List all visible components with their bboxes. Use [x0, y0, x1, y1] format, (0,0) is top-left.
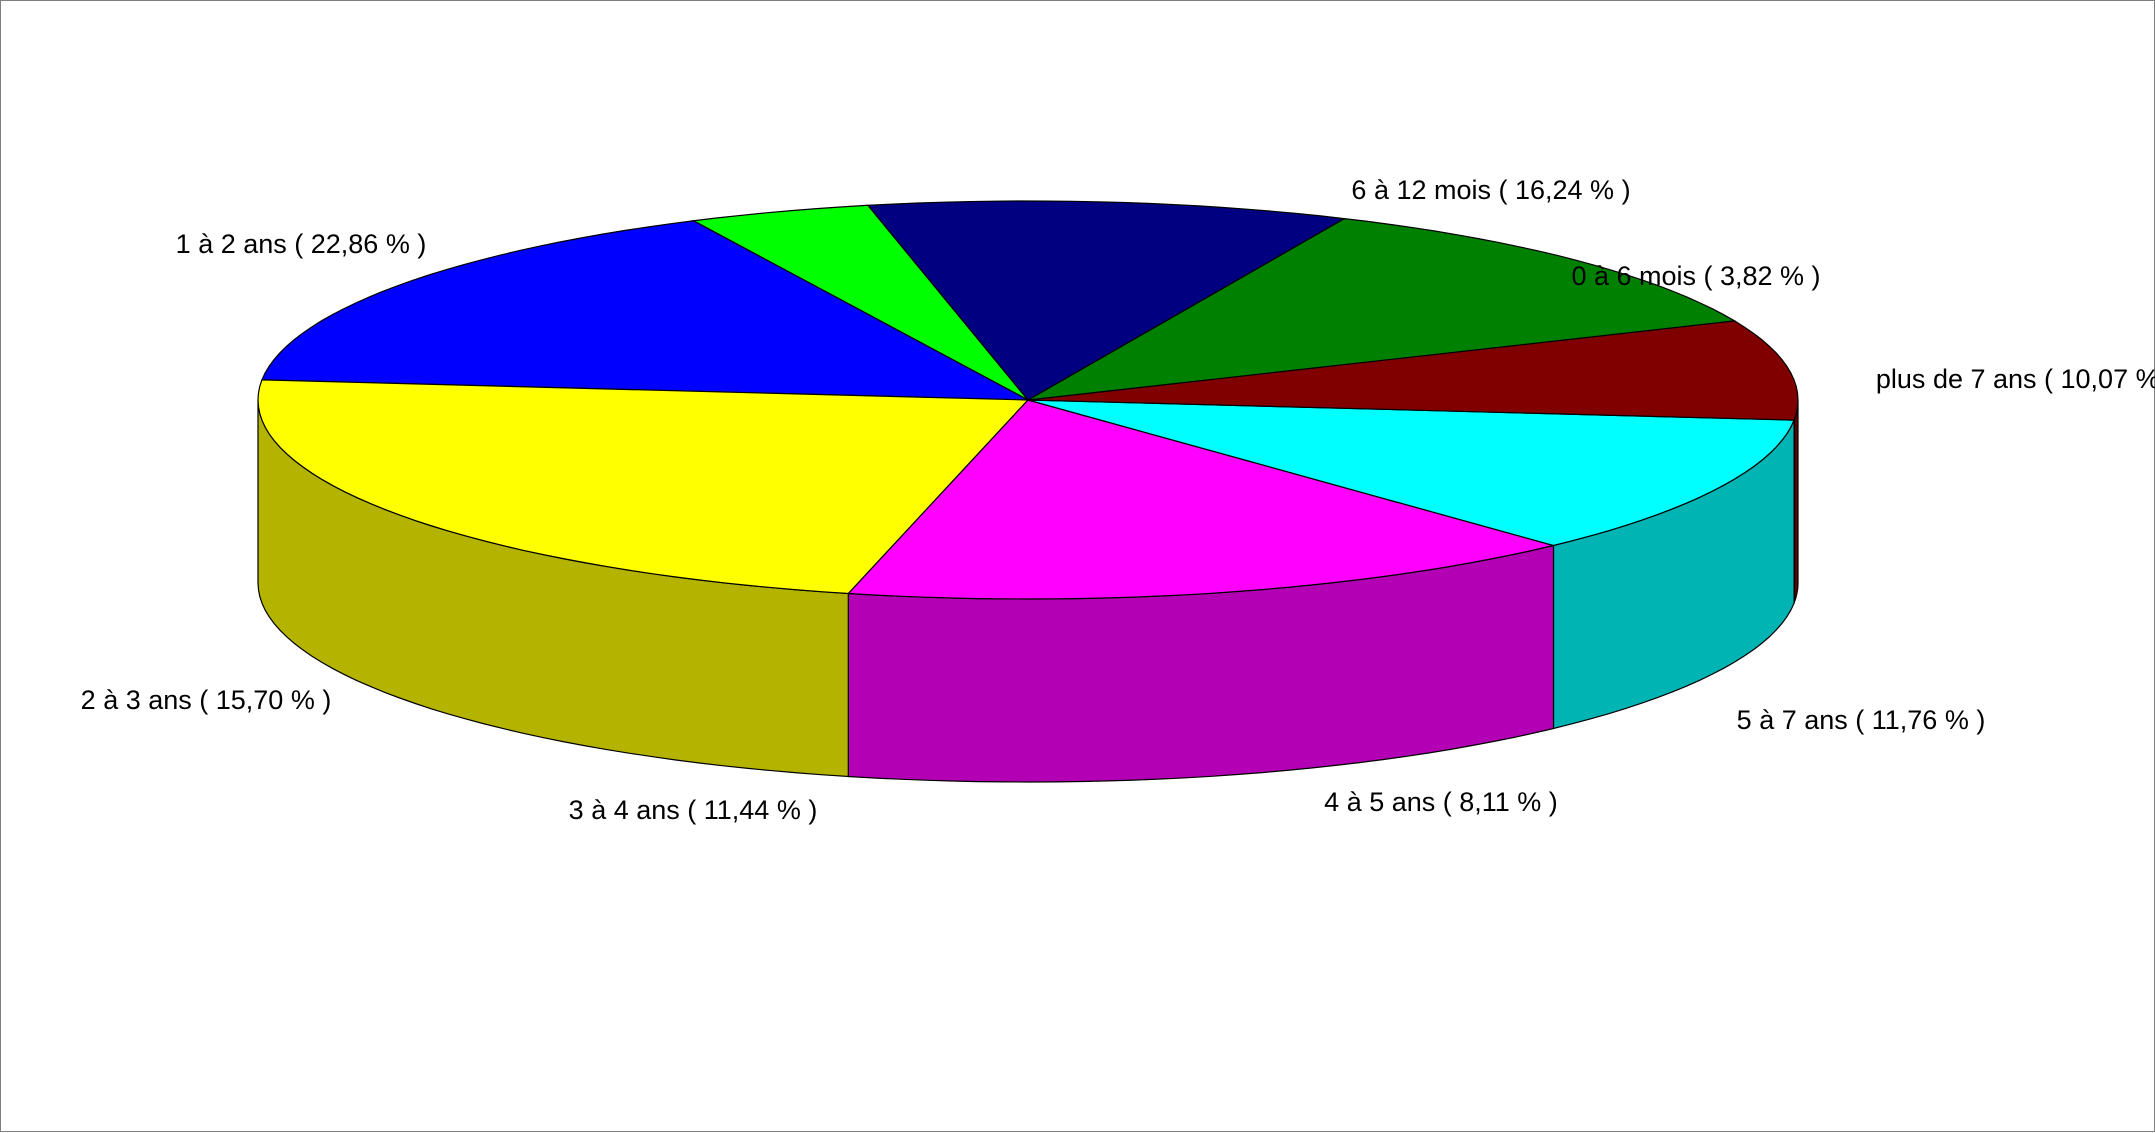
- pie-slice-8: [866, 200, 1347, 401]
- pie-slice-4: [847, 399, 1554, 600]
- pie-slice-1: [691, 204, 1029, 401]
- slice-label-2: 6 à 12 mois ( 16,24 % ): [1351, 175, 1630, 205]
- slice-labels: 0 à 6 mois ( 3,82 % ) 6 à 12 mois ( 16,24…: [81, 175, 2155, 825]
- pie-slice-7: [1027, 217, 1737, 401]
- pie-slice-2: [260, 220, 1029, 401]
- pie-slice-3: [257, 379, 1030, 595]
- pie-tops: [257, 200, 1799, 600]
- slice-label-6: 4 à 5 ans ( 8,11 % ): [1324, 787, 1558, 817]
- slice-label-4: 2 à 3 ans ( 15,70 % ): [81, 685, 332, 715]
- pie-sides: [257, 399, 1799, 783]
- slice-label-5: 3 à 4 ans ( 11,44 % ): [569, 795, 818, 825]
- pie-slice-6: [1027, 320, 1799, 421]
- slice-label-3: 1 à 2 ans ( 22,86 % ): [176, 229, 427, 259]
- slice-label-7: 5 à 7 ans ( 11,76 % ): [1737, 705, 1986, 735]
- slice-label-8: plus de 7 ans ( 10,07 % ): [1876, 364, 2155, 394]
- pie-slice-5: [1027, 399, 1796, 547]
- slice-label-1: 0 à 6 mois ( 3,82 % ): [1571, 261, 1820, 291]
